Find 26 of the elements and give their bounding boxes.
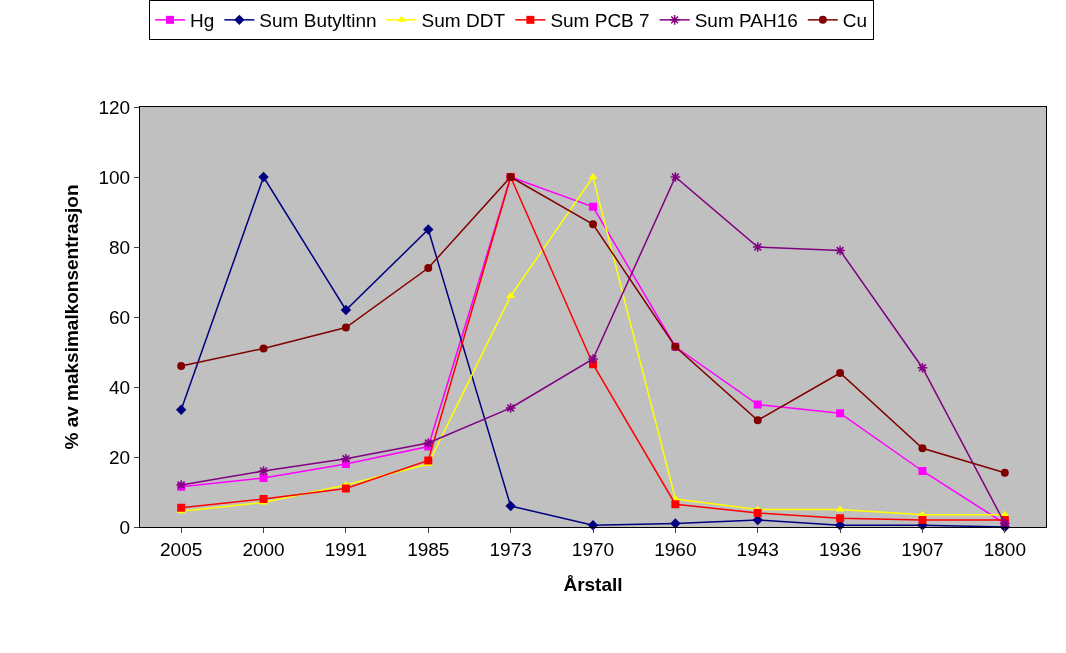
x-tick-label: 1985 [407,538,450,560]
legend-label: Hg [190,10,215,32]
x-tick-label: 2000 [242,538,285,560]
y-tick-label: 60 [109,306,131,328]
y-tick-label: 120 [98,96,131,118]
y-tick-label: 0 [119,516,131,538]
y-tick-label: 100 [98,166,131,188]
x-tick-label: 1960 [654,538,697,560]
legend-label: Sum PCB 7 [550,10,650,32]
x-tick-label: 1970 [571,538,615,560]
x-tick-label: 2005 [160,538,203,560]
y-tick-label: 20 [109,446,131,468]
legend-label: Sum PAH16 [694,10,798,32]
y-axis-title: % av maksimalkonsentrasjon [61,184,83,450]
y-tick-label: 40 [109,376,131,398]
x-tick-label: 1907 [901,538,944,560]
legend-label: Sum DDT [421,10,506,32]
x-tick-label: 1936 [818,538,862,560]
x-tick-label: 1991 [324,538,368,560]
x-tick-label: 1943 [736,538,779,560]
x-tick-label: 1973 [489,538,532,560]
y-tick-label: 80 [109,236,131,258]
legend-label: Cu [842,10,868,32]
x-axis-title: Årstall [563,573,623,595]
legend-label: Sum Butyltinn [259,10,377,32]
x-tick-label: 1800 [983,538,1026,560]
